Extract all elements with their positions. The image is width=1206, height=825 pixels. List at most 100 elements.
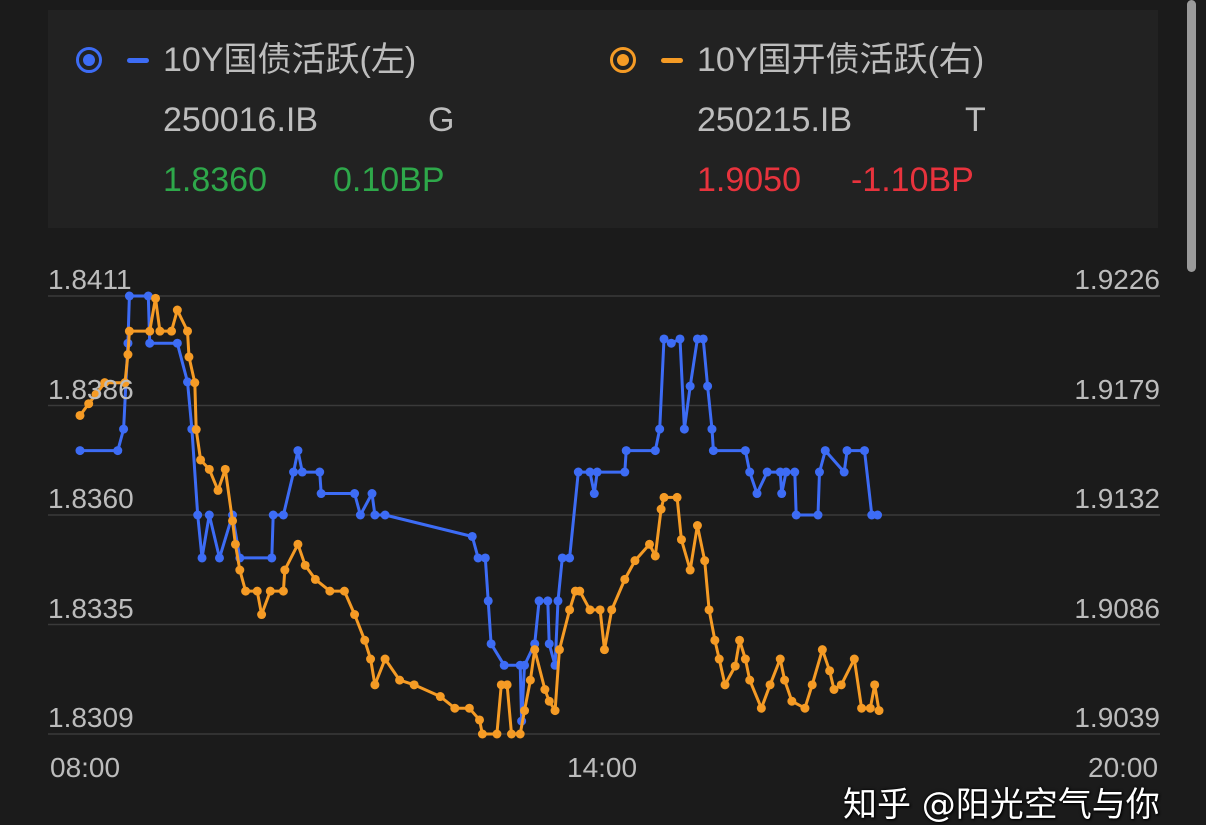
data-point[interactable] [257,610,267,620]
data-point[interactable] [544,639,554,649]
data-point[interactable] [197,553,207,563]
data-point[interactable] [565,553,575,563]
data-point[interactable] [473,553,483,563]
data-point[interactable] [75,410,85,420]
data-point[interactable] [297,467,307,477]
data-point[interactable] [370,680,380,690]
data-point[interactable] [791,510,801,520]
data-point[interactable] [780,675,790,685]
data-point[interactable] [730,661,740,671]
data-point[interactable] [700,556,710,566]
data-point[interactable] [520,706,530,716]
data-point[interactable] [196,455,206,465]
data-point[interactable] [380,654,390,664]
data-point[interactable] [267,553,277,563]
data-point[interactable] [565,605,575,615]
data-point[interactable] [676,535,686,545]
data-point[interactable] [704,605,714,615]
data-point[interactable] [672,492,682,502]
data-point[interactable] [807,680,817,690]
data-point[interactable] [607,605,617,615]
data-point[interactable] [752,489,762,499]
data-point[interactable] [540,684,550,694]
data-point[interactable] [300,560,310,570]
data-point[interactable] [145,326,155,336]
data-point[interactable] [151,293,161,303]
data-point[interactable] [787,696,797,706]
data-point[interactable] [278,510,288,520]
data-point[interactable] [230,539,240,549]
data-point[interactable] [543,596,553,606]
data-point[interactable] [204,464,214,474]
data-point[interactable] [525,675,535,685]
data-point[interactable] [220,464,230,474]
data-point[interactable] [553,596,563,606]
data-point[interactable] [814,467,824,477]
data-point[interactable] [123,350,133,360]
data-point[interactable] [213,485,223,495]
data-point[interactable] [790,467,800,477]
data-point[interactable] [100,378,110,388]
data-point[interactable] [464,703,474,713]
data-point[interactable] [621,446,631,456]
data-point[interactable] [193,510,203,520]
data-point[interactable] [91,389,101,399]
data-point[interactable] [756,703,766,713]
data-point[interactable] [735,635,745,645]
data-point[interactable] [350,610,360,620]
data-point[interactable] [656,504,666,514]
data-point[interactable] [675,334,685,344]
data-point[interactable] [483,596,493,606]
data-point[interactable] [740,446,750,456]
data-point[interactable] [550,706,560,716]
data-point[interactable] [506,729,516,739]
data-point[interactable] [395,675,405,685]
data-point[interactable] [849,654,859,664]
data-point[interactable] [762,467,772,477]
data-point[interactable] [575,586,585,596]
data-point[interactable] [679,424,689,434]
data-point[interactable] [75,446,85,456]
data-point[interactable] [666,338,676,348]
data-point[interactable] [745,675,755,685]
data-point[interactable] [367,489,377,499]
data-point[interactable] [435,692,445,702]
data-point[interactable] [842,446,852,456]
data-point[interactable] [228,516,238,526]
data-point[interactable] [692,521,702,531]
data-point[interactable] [467,531,477,541]
data-point[interactable] [502,680,512,690]
data-point[interactable] [84,399,94,409]
data-point[interactable] [873,510,883,520]
data-point[interactable] [293,446,303,456]
data-point[interactable] [325,586,335,596]
data-point[interactable] [703,381,713,391]
data-point[interactable] [870,680,880,690]
data-point[interactable] [315,467,325,477]
data-point[interactable] [124,291,134,301]
data-point[interactable] [825,666,835,676]
data-point[interactable] [172,338,182,348]
data-point[interactable] [172,305,182,315]
data-point[interactable] [800,703,810,713]
data-point[interactable] [820,446,830,456]
data-point[interactable] [554,645,564,655]
data-point[interactable] [630,556,640,566]
data-point[interactable] [874,706,884,716]
data-point[interactable] [544,696,554,706]
data-point[interactable] [355,510,365,520]
data-point[interactable] [477,729,487,739]
data-point[interactable] [659,492,669,502]
radio-selected-icon[interactable] [610,47,636,73]
data-point[interactable] [183,377,193,387]
data-point[interactable] [278,586,288,596]
data-point[interactable] [268,510,278,520]
data-point[interactable] [113,446,123,456]
data-point[interactable] [655,424,665,434]
data-point[interactable] [573,467,583,477]
data-point[interactable] [450,703,460,713]
data-point[interactable] [409,680,419,690]
data-point[interactable] [499,660,509,670]
data-point[interactable] [589,489,599,499]
